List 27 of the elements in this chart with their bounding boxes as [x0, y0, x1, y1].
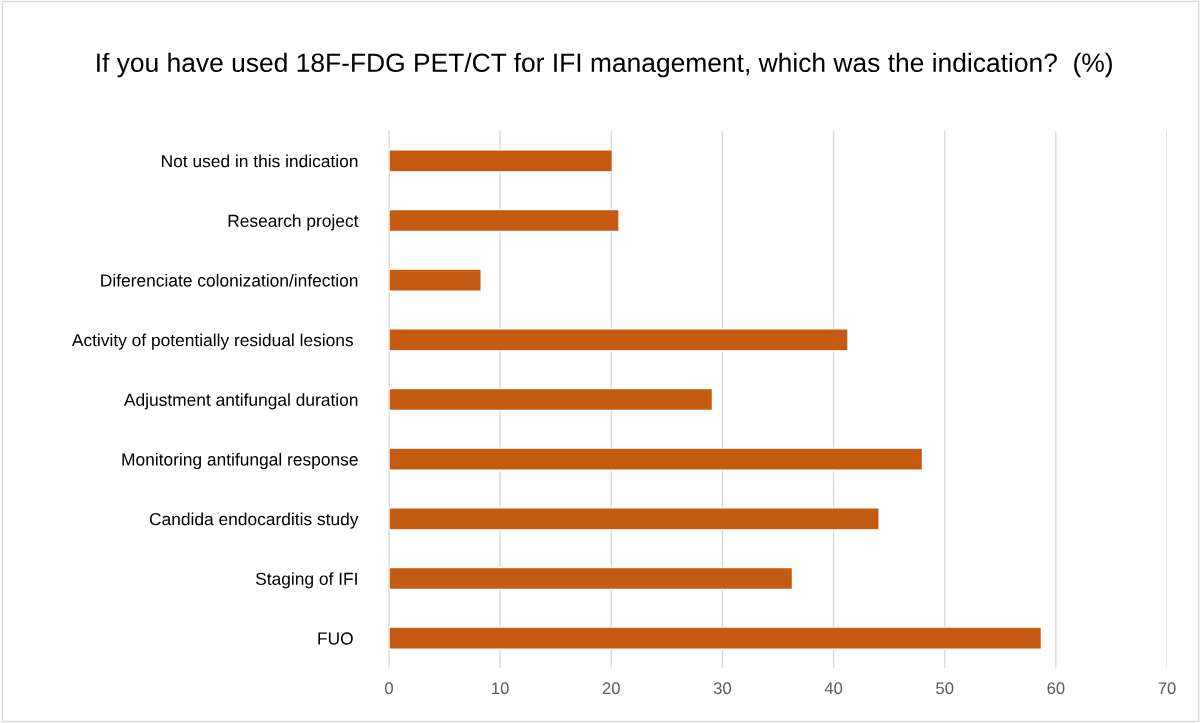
bar	[389, 566, 794, 591]
y-tick-label: Diferenciate colonization/infection	[101, 273, 358, 287]
bar	[389, 626, 1043, 650]
x-tick-label: 30	[713, 682, 732, 695]
x-tick-label: 20	[602, 682, 620, 695]
chart-title: If you have used 18F-FDG PET/CT for IFI management, which was the indication? (%)	[97, 52, 1112, 78]
bar	[389, 507, 880, 531]
bar	[389, 208, 620, 233]
bar	[389, 268, 482, 292]
bar	[389, 447, 924, 471]
y-tick-label: Research project	[228, 214, 359, 231]
y-tick-label: Monitoring antifungal response	[122, 452, 358, 470]
y-tick-label: Staging of IFI	[255, 572, 357, 589]
y-tick-label: FUO	[318, 632, 353, 645]
bar	[389, 149, 614, 173]
bar	[389, 387, 714, 412]
x-tick-label: 10	[492, 682, 509, 695]
y-tick-label: Activity of potentially residual lesions	[71, 333, 354, 350]
y-tick-label: Not used in this indication	[162, 154, 358, 168]
y-tick-label: Candida endocarditis study	[149, 512, 359, 529]
x-tick-label: 40	[824, 682, 843, 695]
x-tick-label: 0	[385, 682, 393, 695]
x-tick-label: 70	[1158, 682, 1176, 695]
bar	[389, 328, 849, 352]
x-tick-label: 60	[1047, 682, 1065, 695]
x-tick-label: 50	[936, 682, 954, 695]
y-tick-label: Adjustment antifungal duration	[123, 393, 358, 410]
